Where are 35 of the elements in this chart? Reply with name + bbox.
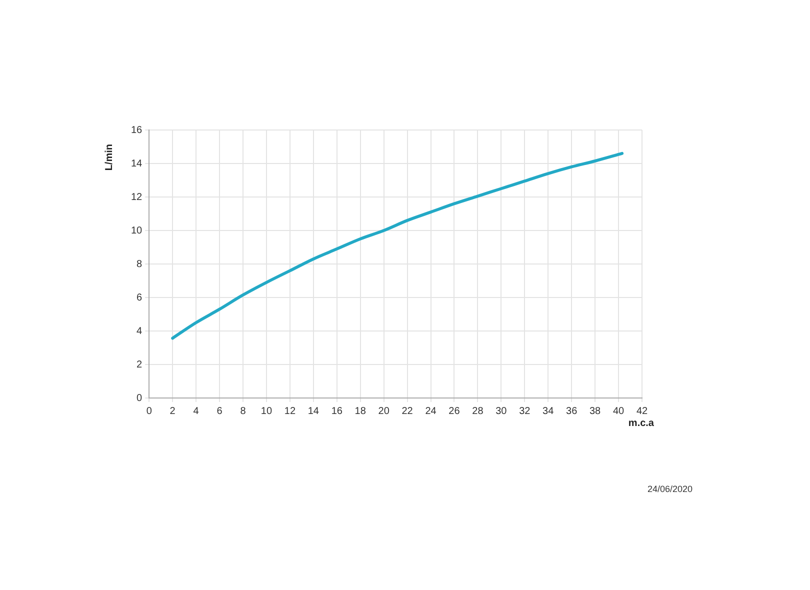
x-tick-label: 8	[240, 406, 246, 417]
x-tick-label: 18	[354, 406, 366, 417]
y-tick-label: 16	[131, 124, 143, 136]
y-tick-label: 14	[131, 158, 143, 170]
x-tick-label: 34	[542, 406, 554, 417]
line-series	[171, 152, 624, 340]
x-tick-label: 32	[519, 406, 531, 417]
x-tick-label: 12	[284, 406, 296, 417]
y-tick-label: 12	[131, 192, 143, 203]
y-axis-title: L/min	[104, 144, 115, 171]
x-tick-label: 0	[146, 406, 152, 417]
x-tick-label: 26	[448, 406, 460, 417]
x-tick-label: 40	[612, 406, 625, 417]
x-tick-label: 20	[378, 406, 390, 417]
y-tick-label: 10	[131, 225, 143, 236]
x-tick-label: 6	[216, 406, 223, 417]
x-tick-label: 38	[589, 406, 602, 417]
y-tick-label: 4	[136, 326, 143, 337]
x-axis-title: m.c.a	[628, 418, 654, 429]
text: 24/06/2020	[646, 484, 694, 494]
y-tick-label: 0	[136, 392, 143, 404]
y-tick-label: 8	[136, 258, 143, 270]
x-tick-label: 42	[636, 406, 648, 417]
x-tick-label: 30	[496, 406, 508, 417]
x-tick-label: 2	[170, 406, 176, 417]
x-tick-label: 28	[472, 406, 484, 417]
x-tick-label: 24	[425, 406, 437, 417]
x-tick-label: 22	[402, 406, 414, 417]
x-tick-label: 14	[308, 406, 320, 417]
y-tick-label: 6	[136, 292, 143, 304]
y-tick-label: 2	[136, 359, 143, 370]
x-tick-label: 10	[260, 406, 272, 417]
x-tick-label: 36	[566, 406, 578, 417]
x-tick-label: 4	[193, 406, 200, 417]
x-tick-label: 16	[331, 406, 343, 417]
